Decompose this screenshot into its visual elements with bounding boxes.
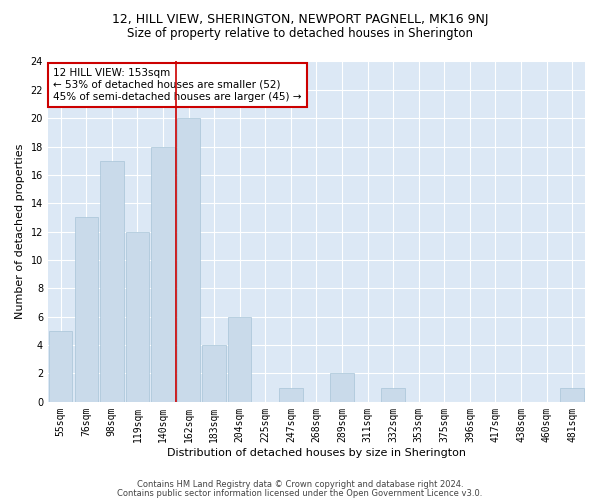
Text: Size of property relative to detached houses in Sherington: Size of property relative to detached ho… [127, 28, 473, 40]
Bar [279, 388, 302, 402]
Bar [382, 388, 405, 402]
Text: 12 HILL VIEW: 153sqm
← 53% of detached houses are smaller (52)
45% of semi-detac: 12 HILL VIEW: 153sqm ← 53% of detached h… [53, 68, 302, 102]
Bar [125, 232, 149, 402]
Bar [49, 331, 73, 402]
Text: 12, HILL VIEW, SHERINGTON, NEWPORT PAGNELL, MK16 9NJ: 12, HILL VIEW, SHERINGTON, NEWPORT PAGNE… [112, 12, 488, 26]
Bar [100, 161, 124, 402]
X-axis label: Distribution of detached houses by size in Sherington: Distribution of detached houses by size … [167, 448, 466, 458]
Bar [228, 317, 251, 402]
Bar [177, 118, 200, 402]
Bar [560, 388, 584, 402]
Bar [202, 345, 226, 402]
Bar [74, 218, 98, 402]
Y-axis label: Number of detached properties: Number of detached properties [15, 144, 25, 320]
Bar [330, 374, 354, 402]
Text: Contains HM Land Registry data © Crown copyright and database right 2024.: Contains HM Land Registry data © Crown c… [137, 480, 463, 489]
Text: Contains public sector information licensed under the Open Government Licence v3: Contains public sector information licen… [118, 488, 482, 498]
Bar [151, 146, 175, 402]
